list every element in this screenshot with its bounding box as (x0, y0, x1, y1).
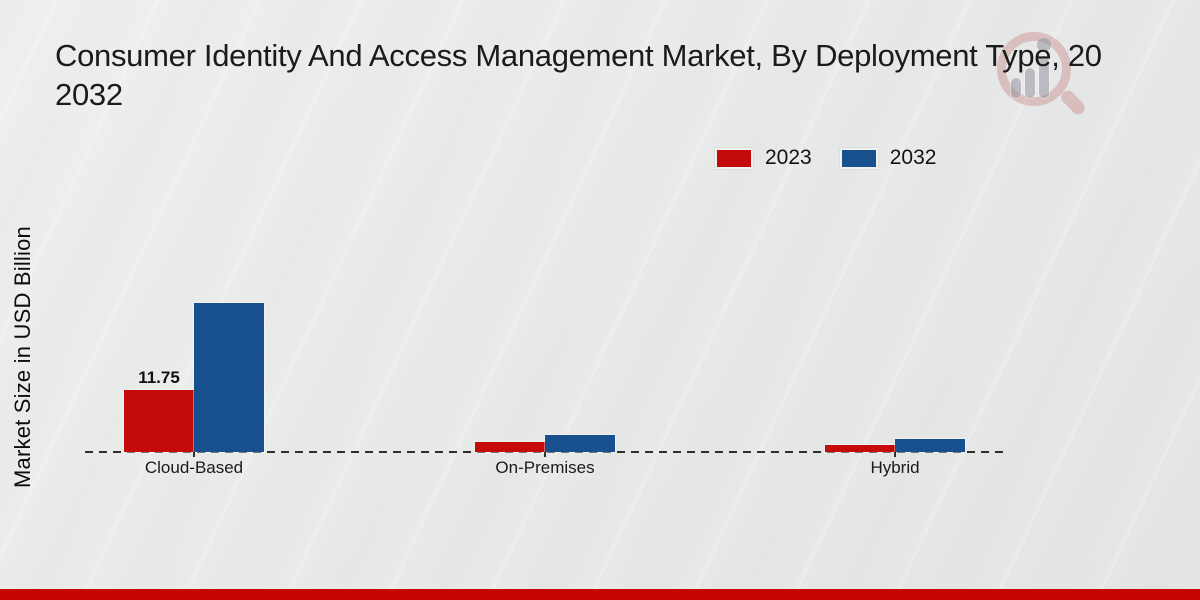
chart-title-line1: Consumer Identity And Access Management … (55, 38, 1102, 73)
x-axis-tick (193, 452, 195, 457)
category-label-hybrid: Hybrid (870, 458, 920, 477)
magnifier-ring-icon (997, 32, 1071, 106)
bar-2032-cloud-based (194, 303, 264, 452)
logo-bar-icon (1025, 68, 1035, 98)
category-label-cloud-based: Cloud-Based (144, 458, 244, 477)
legend: 2023 2032 (715, 146, 936, 170)
bar-value-label: 11.75 (138, 367, 180, 387)
x-axis-tick (894, 452, 896, 457)
watermark-logo (995, 26, 1105, 126)
bar-2023-cloud-based (124, 389, 194, 452)
bar-2032-hybrid (895, 438, 965, 452)
footer-accent-bar (0, 589, 1200, 600)
legend-item-2032: 2032 (839, 146, 937, 170)
legend-label-2032: 2032 (889, 146, 937, 169)
chart-title: Consumer Identity And Access Management … (55, 36, 1200, 114)
legend-swatch-2023 (715, 147, 753, 169)
legend-item-2023: 2023 (715, 146, 812, 170)
logo-bar-icon (1039, 56, 1049, 98)
x-axis-tick (544, 452, 546, 457)
legend-swatch-2032 (839, 147, 878, 169)
category-label-on-premises: On-Premises (495, 458, 595, 477)
bar-2032-on-premises (545, 435, 615, 452)
legend-label-2023: 2023 (765, 146, 812, 169)
chart-title-line2: 2032 (55, 77, 123, 112)
logo-dot-icon (1037, 38, 1051, 52)
x-axis-baseline (85, 451, 1007, 453)
bar-2023-hybrid (825, 444, 895, 452)
bar-2023-on-premises (475, 441, 545, 452)
logo-bar-icon (1011, 78, 1021, 98)
